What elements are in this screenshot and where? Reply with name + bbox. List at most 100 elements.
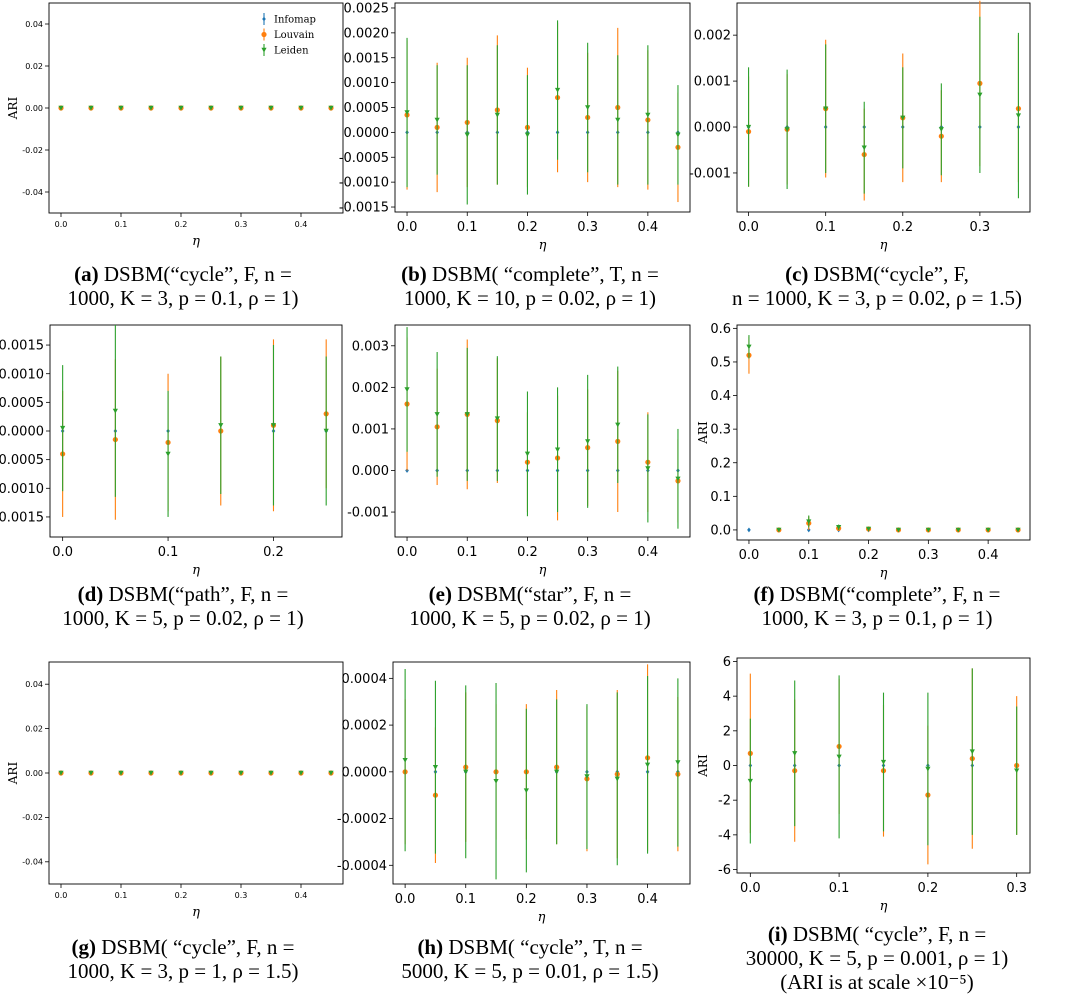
y-tick-label: 0.4 bbox=[710, 389, 731, 404]
data-point bbox=[747, 527, 751, 533]
y-tick-label: 0.002 bbox=[352, 381, 389, 396]
caption-line: 1000, K = 5, p = 0.02, ρ = 1) bbox=[62, 606, 304, 630]
data-point bbox=[323, 428, 329, 434]
data-point bbox=[969, 749, 975, 755]
series-leiden bbox=[404, 327, 681, 529]
data-point bbox=[58, 770, 64, 776]
data-point bbox=[806, 519, 812, 525]
data-point bbox=[434, 412, 440, 417]
data-point bbox=[675, 760, 681, 766]
caption-label: (f) bbox=[753, 582, 775, 606]
y-tick-label: 0.002 bbox=[694, 29, 731, 44]
caption-text: DSBM( “complete”, T, n = bbox=[426, 262, 659, 286]
data-point bbox=[463, 769, 469, 775]
x-tick-label: 0.0 bbox=[395, 892, 416, 907]
x-axis-label: η bbox=[192, 905, 200, 920]
x-tick-label: 0.0 bbox=[397, 545, 418, 560]
data-point bbox=[524, 451, 531, 457]
data-point bbox=[900, 115, 906, 121]
x-tick-label: 0.0 bbox=[739, 548, 760, 563]
y-tick-label: -4 bbox=[718, 828, 731, 843]
caption-6: (f) DSBM(“complete”, F, n = 1000, K = 3, … bbox=[697, 582, 1057, 630]
y-tick-label: 0.0010 bbox=[344, 76, 390, 91]
caption-label: (d) bbox=[77, 582, 104, 606]
data-point bbox=[118, 105, 124, 111]
y-tick-label: 0.0020 bbox=[344, 26, 390, 41]
data-point bbox=[208, 105, 214, 111]
x-tick-label: 0.1 bbox=[115, 220, 128, 229]
data-point bbox=[1015, 527, 1021, 533]
data-point bbox=[880, 759, 887, 765]
caption-text: DSBM( “cycle”, F, n = bbox=[787, 922, 987, 946]
y-tick-label: -0.02 bbox=[22, 146, 43, 155]
caption-label: (h) bbox=[417, 935, 444, 959]
x-tick-label: 0.1 bbox=[455, 892, 476, 907]
y-tick-label: 0.0000 bbox=[344, 126, 390, 141]
legend-label: Louvain bbox=[274, 30, 315, 41]
y-tick-label: -0.04 bbox=[22, 188, 43, 197]
caption-text: DSBM( “cycle”, F, n = bbox=[95, 935, 295, 959]
y-axis-label: ARI bbox=[6, 762, 20, 786]
data-point bbox=[836, 525, 842, 530]
x-tick-label: 0.3 bbox=[577, 220, 598, 235]
y-tick-label: 0.003 bbox=[352, 339, 389, 354]
series-leiden bbox=[58, 105, 334, 111]
y-tick-label: 0.6 bbox=[710, 322, 731, 337]
x-tick-label: 0.4 bbox=[978, 548, 999, 563]
data-point bbox=[165, 451, 171, 457]
caption-text: DSBM(“path”, F, n = bbox=[103, 582, 289, 606]
x-tick-label: 0.1 bbox=[815, 220, 836, 235]
data-point bbox=[675, 132, 681, 138]
x-tick-label: 0.1 bbox=[457, 545, 478, 560]
y-axis-label: ARI bbox=[6, 97, 20, 121]
caption-line: (a) DSBM(“cycle”, F, n = bbox=[3, 262, 363, 286]
y-tick-label: 0.1 bbox=[710, 490, 731, 505]
caption-4: (d) DSBM(“path”, F, n = 1000, K = 5, p = … bbox=[3, 582, 363, 630]
data-point bbox=[494, 416, 500, 422]
data-point bbox=[58, 105, 64, 111]
data-point bbox=[925, 766, 931, 772]
data-point bbox=[614, 776, 620, 782]
caption-text: DSBM( “cycle”, T, n = bbox=[443, 935, 643, 959]
x-axis-label: η bbox=[192, 234, 200, 249]
caption-7: (g) DSBM( “cycle”, F, n = 1000, K = 3, p … bbox=[3, 935, 363, 983]
series-leiden bbox=[402, 669, 681, 880]
caption-label: (i) bbox=[767, 922, 788, 946]
y-tick-label: -0.001 bbox=[347, 506, 389, 521]
caption-line: (i) DSBM( “cycle”, F, n = bbox=[697, 922, 1057, 946]
y-tick-label: 0.3 bbox=[710, 423, 731, 438]
axes-frame bbox=[736, 2, 1031, 213]
data-point bbox=[644, 762, 651, 768]
y-tick-label: -0.0004 bbox=[337, 859, 387, 874]
data-point bbox=[112, 408, 118, 414]
data-point bbox=[746, 344, 752, 350]
data-point bbox=[523, 788, 529, 794]
data-point bbox=[645, 112, 651, 118]
data-point bbox=[977, 92, 983, 98]
data-point bbox=[1015, 113, 1022, 119]
y-tick-label: 0.000 bbox=[694, 121, 731, 136]
data-point bbox=[675, 476, 681, 482]
data-point bbox=[784, 127, 790, 132]
y-tick-label: 0.0004 bbox=[342, 672, 388, 687]
legend-label: Leiden bbox=[274, 46, 309, 57]
data-point bbox=[554, 447, 561, 453]
caption-line: (g) DSBM( “cycle”, F, n = bbox=[3, 935, 363, 959]
series-leiden bbox=[404, 20, 681, 205]
caption-text: DSBM(“cycle”, F, n = bbox=[98, 262, 292, 286]
y-tick-label: -0.04 bbox=[22, 858, 43, 867]
caption-label: (b) bbox=[401, 262, 427, 286]
y-tick-label: 2 bbox=[723, 724, 731, 739]
y-tick-label: 0.0015 bbox=[0, 339, 44, 354]
data-point bbox=[208, 770, 214, 776]
series-leiden bbox=[747, 668, 1020, 846]
y-axis-label: ARI bbox=[696, 421, 710, 445]
data-point bbox=[178, 770, 184, 776]
y-tick-label: -0.0005 bbox=[0, 453, 44, 468]
x-axis-label: η bbox=[880, 899, 888, 914]
